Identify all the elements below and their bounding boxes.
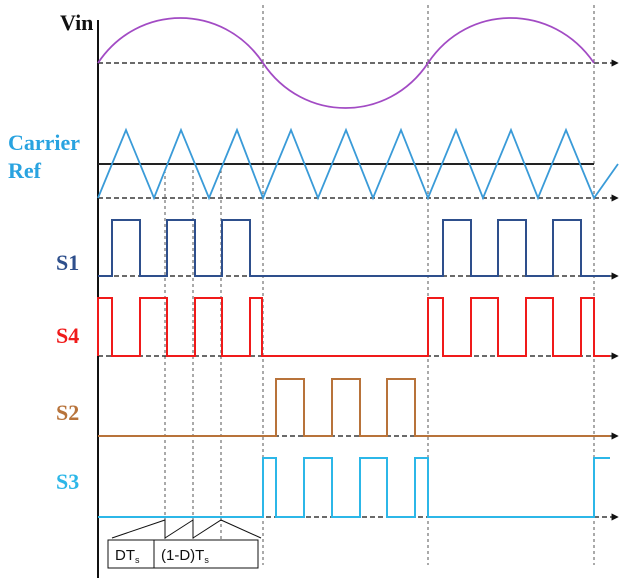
one-minus-d-bracket xyxy=(192,519,262,539)
baselines xyxy=(98,59,619,521)
carrier-triangle-trace xyxy=(97,127,619,201)
s1-pulse-waveform xyxy=(98,219,610,277)
one-minus-d-box xyxy=(153,539,259,569)
dts-bracket xyxy=(111,519,194,539)
dts-label-main: DT xyxy=(115,547,135,564)
one-minus-d-label-main: (1-D)T xyxy=(161,547,204,564)
s2-pulse-waveform xyxy=(98,378,610,437)
dts-label-subscript: s xyxy=(135,555,140,565)
ref-label: Ref xyxy=(8,158,42,183)
carrier-label: Carrier xyxy=(8,130,80,155)
s4-label: S4 xyxy=(56,323,79,348)
s1-label: S1 xyxy=(56,250,79,275)
vin-label: Vin xyxy=(60,10,93,35)
duty-cycle-annotation xyxy=(107,519,262,569)
s2-label: S2 xyxy=(56,400,79,425)
s3-label: S3 xyxy=(56,469,79,494)
one-minus-d-label: (1-D)Ts xyxy=(161,547,209,565)
guide-lines xyxy=(164,5,595,565)
vin-sine-trace xyxy=(97,17,595,109)
s4-pulse-waveform xyxy=(97,297,610,357)
dts-label: DTs xyxy=(115,547,140,565)
s3-pulse-waveform xyxy=(98,457,610,518)
dts-box xyxy=(107,539,155,569)
one-minus-d-label-subscript: s xyxy=(204,555,209,565)
